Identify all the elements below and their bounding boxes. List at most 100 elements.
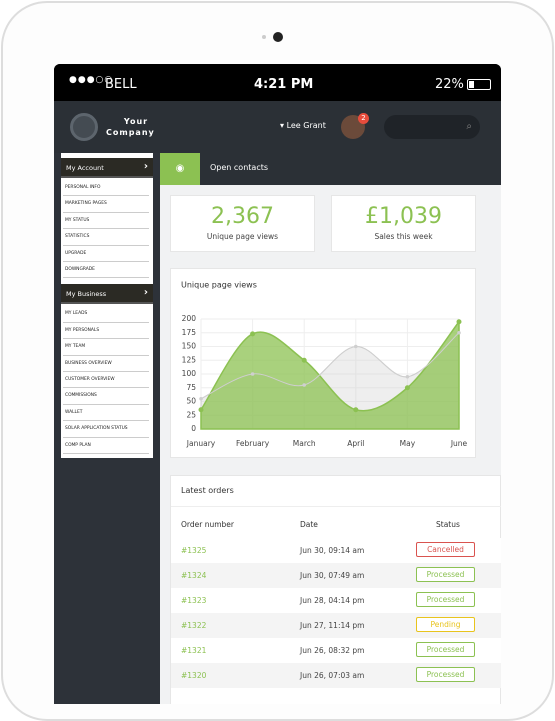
order-number[interactable]: #1324	[181, 571, 207, 580]
order-row[interactable]: #1324 Jun 30, 07:49 am Processed	[171, 563, 501, 588]
logo	[70, 113, 98, 141]
order-date: Jun 26, 07:03 am	[300, 671, 365, 680]
y-tick-label: 100	[182, 369, 197, 378]
chart: Unique page views 0 25 50 75 100 125 150 175 200…	[181, 281, 468, 449]
menu-section[interactable]: My Business ›	[61, 284, 153, 305]
carrier: BELL	[105, 77, 137, 92]
order-date: Jun 27, 11:14 pm	[300, 621, 365, 630]
column-header: Status	[436, 520, 460, 529]
menu-item[interactable]: UPGRADE	[63, 246, 149, 262]
header: Your Company ▾ Lee Grant 2 ⌕	[54, 101, 501, 153]
y-tick-label: 125	[182, 355, 197, 364]
user-name[interactable]: Lee Grant	[286, 121, 326, 130]
battery-icon	[467, 79, 491, 90]
x-tick-label: February	[236, 439, 270, 448]
column-header: Date	[300, 520, 318, 529]
time: 4:21 PM	[254, 77, 314, 92]
menu-item[interactable]: WALLET	[63, 405, 149, 422]
signal: ●●●○○	[69, 75, 114, 85]
notification-badge[interactable]: 2	[358, 113, 369, 124]
data-point	[199, 396, 203, 401]
data-point	[250, 372, 255, 376]
tab-label[interactable]: Open contacts	[210, 163, 269, 172]
chart-card: Unique page views 0 25 50 75 100 125 150 175 200…	[170, 268, 476, 458]
data-point	[302, 383, 306, 387]
status-badge: Pending	[416, 617, 475, 632]
company-line: Your	[123, 117, 149, 126]
order-row[interactable]: #1321 Jun 26, 08:32 pm Processed	[171, 638, 501, 663]
order-date: Jun 30, 07:49 am	[300, 571, 365, 580]
menu-item[interactable]: MY STATUS	[63, 213, 149, 230]
status-badge: Processed	[416, 592, 475, 607]
x-tick-label: March	[293, 439, 316, 448]
status-badge: Processed	[416, 642, 475, 657]
battery-level	[469, 81, 474, 88]
menu-item[interactable]: MY TEAM	[63, 339, 149, 356]
menu-item[interactable]: PERSONAL INFO	[63, 180, 149, 197]
menu-item[interactable]: COMP PLAN	[63, 438, 149, 454]
sidebar: My Account › PERSONAL INFO MARKETING PAGES M…	[54, 153, 160, 704]
orders-title: Latest orders	[181, 486, 234, 495]
menu-item[interactable]: SOLAR APPLICATION STATUS	[63, 421, 149, 438]
y-tick-label: 0	[191, 424, 196, 433]
order-row[interactable]: #1325 Jun 30, 09:14 am Cancelled	[171, 538, 501, 563]
stat-value: £1,039	[365, 204, 442, 229]
menu-item[interactable]: STATISTICS	[63, 229, 149, 246]
order-number[interactable]: #1322	[181, 621, 207, 630]
menu-item[interactable]: MY PERSONALS	[63, 323, 149, 340]
menu-item[interactable]: MY LEADS	[63, 306, 149, 323]
menu-item[interactable]: MARKETING PAGES	[63, 196, 149, 213]
divider	[171, 506, 501, 507]
order-number[interactable]: #1325	[181, 546, 207, 555]
order-date: Jun 26, 08:32 pm	[300, 646, 365, 655]
stat-label: Unique page views	[206, 232, 279, 241]
search-box[interactable]: ⌕	[384, 115, 480, 139]
order-row[interactable]: #1322 Jun 27, 11:14 pm Pending	[171, 613, 501, 638]
sensor	[262, 35, 266, 39]
stat-value: 2,367	[211, 204, 274, 229]
tab-icon[interactable]: ◉	[160, 153, 200, 185]
y-tick-label: 200	[182, 314, 197, 323]
chevron[interactable]: ›	[143, 287, 148, 299]
x-tick-label: April	[347, 439, 364, 448]
status-badge: Processed	[416, 567, 475, 582]
user-menu[interactable]: ▾ Lee Grant	[280, 121, 326, 130]
menu-item[interactable]: CUSTOMER OVERVIEW	[63, 372, 149, 389]
menu-section[interactable]: My Account ›	[61, 158, 153, 178]
screen: ●●●○○ BELL 4:21 PM 22% Your Company ▾ Le…	[54, 64, 501, 704]
order-number[interactable]: #1323	[181, 596, 207, 605]
data-point	[405, 374, 410, 379]
tab-bar	[160, 153, 501, 185]
chevron[interactable]: ›	[143, 161, 148, 172]
x-tick-label: June	[450, 439, 468, 448]
x-tick-label: May	[400, 439, 416, 448]
data-point	[457, 330, 461, 335]
menu-item[interactable]: DOWNGRADE	[63, 262, 149, 279]
menu-panel: My Account › PERSONAL INFO MARKETING PAGES M…	[61, 153, 153, 458]
status-bar: ●●●○○ BELL 4:21 PM 22%	[54, 64, 501, 101]
order-row[interactable]: #1320 Jun 26, 07:03 am Processed	[171, 663, 501, 688]
menu-section-title[interactable]: My Account	[66, 164, 104, 172]
data-point	[354, 344, 358, 349]
menu-section-title[interactable]: My Business	[66, 290, 107, 299]
chart-title: Unique page views	[181, 281, 257, 290]
menu-item[interactable]: BUSINESS OVERVIEW	[63, 356, 149, 372]
company-line: Company	[106, 128, 155, 137]
order-number[interactable]: #1321	[181, 646, 207, 655]
y-tick-label: 25	[186, 410, 196, 419]
y-tick-label: 50	[186, 397, 196, 406]
y-tick-label: 175	[182, 328, 197, 337]
order-number[interactable]: #1320	[181, 671, 207, 680]
x-tick-label: January	[186, 439, 216, 448]
status-badge: Cancelled	[416, 542, 475, 557]
data-point	[456, 319, 462, 325]
order-row[interactable]: #1323 Jun 28, 04:14 pm Processed	[171, 588, 501, 613]
menu-item[interactable]: COMMISSIONS	[63, 388, 149, 405]
battery-percent: 22%	[435, 77, 464, 92]
data-point	[404, 385, 410, 391]
y-tick-label: 75	[186, 383, 196, 392]
stat-label: Sales this week	[374, 232, 433, 241]
order-date: Jun 30, 09:14 am	[300, 546, 365, 555]
camera	[273, 32, 283, 42]
